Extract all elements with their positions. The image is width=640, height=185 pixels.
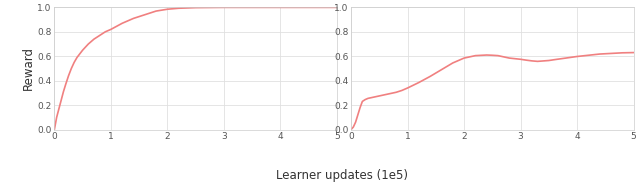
Text: Learner updates (1e5): Learner updates (1e5)	[276, 169, 408, 182]
Y-axis label: Reward: Reward	[22, 46, 35, 90]
